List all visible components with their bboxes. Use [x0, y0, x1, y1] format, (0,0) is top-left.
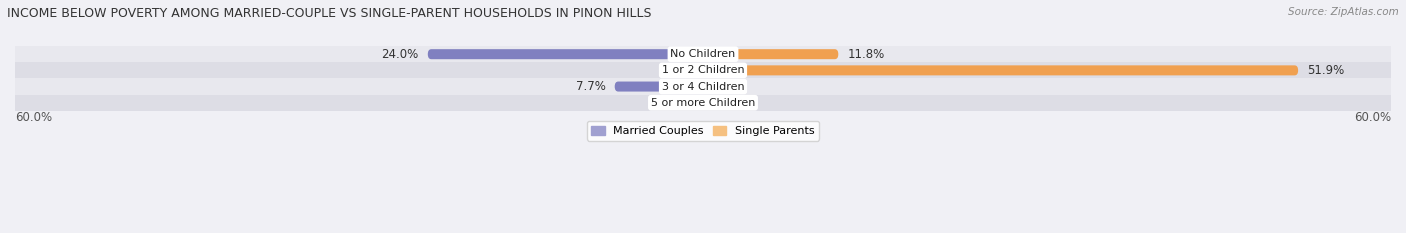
- Text: 11.8%: 11.8%: [848, 48, 884, 61]
- Text: 0.0%: 0.0%: [713, 96, 742, 109]
- Text: 60.0%: 60.0%: [1354, 111, 1391, 124]
- Text: 51.9%: 51.9%: [1308, 64, 1344, 77]
- FancyBboxPatch shape: [703, 49, 838, 59]
- FancyBboxPatch shape: [614, 82, 703, 92]
- Text: No Children: No Children: [671, 49, 735, 59]
- Bar: [15, 62, 1391, 79]
- Text: 1 or 2 Children: 1 or 2 Children: [662, 65, 744, 75]
- Legend: Married Couples, Single Parents: Married Couples, Single Parents: [586, 121, 820, 140]
- Bar: [15, 95, 1391, 111]
- Text: 0.0%: 0.0%: [664, 64, 693, 77]
- Text: 3 or 4 Children: 3 or 4 Children: [662, 82, 744, 92]
- Text: INCOME BELOW POVERTY AMONG MARRIED-COUPLE VS SINGLE-PARENT HOUSEHOLDS IN PINON H: INCOME BELOW POVERTY AMONG MARRIED-COUPL…: [7, 7, 651, 20]
- Text: 7.7%: 7.7%: [575, 80, 606, 93]
- Bar: [15, 79, 1391, 95]
- Text: 0.0%: 0.0%: [664, 96, 693, 109]
- Bar: [15, 46, 1391, 62]
- FancyBboxPatch shape: [427, 49, 703, 59]
- Text: 5 or more Children: 5 or more Children: [651, 98, 755, 108]
- Text: 0.0%: 0.0%: [713, 80, 742, 93]
- FancyBboxPatch shape: [703, 65, 1298, 75]
- Text: 60.0%: 60.0%: [15, 111, 52, 124]
- Text: 24.0%: 24.0%: [381, 48, 419, 61]
- Text: Source: ZipAtlas.com: Source: ZipAtlas.com: [1288, 7, 1399, 17]
